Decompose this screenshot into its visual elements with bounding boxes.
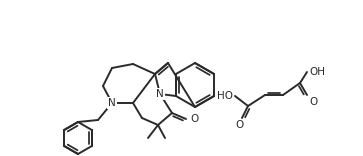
Text: O: O (309, 97, 317, 107)
Text: N: N (108, 98, 116, 108)
Text: OH: OH (309, 67, 325, 77)
Text: N: N (156, 89, 164, 99)
Text: HO: HO (217, 91, 233, 101)
Text: O: O (236, 120, 244, 130)
Text: O: O (190, 114, 198, 124)
